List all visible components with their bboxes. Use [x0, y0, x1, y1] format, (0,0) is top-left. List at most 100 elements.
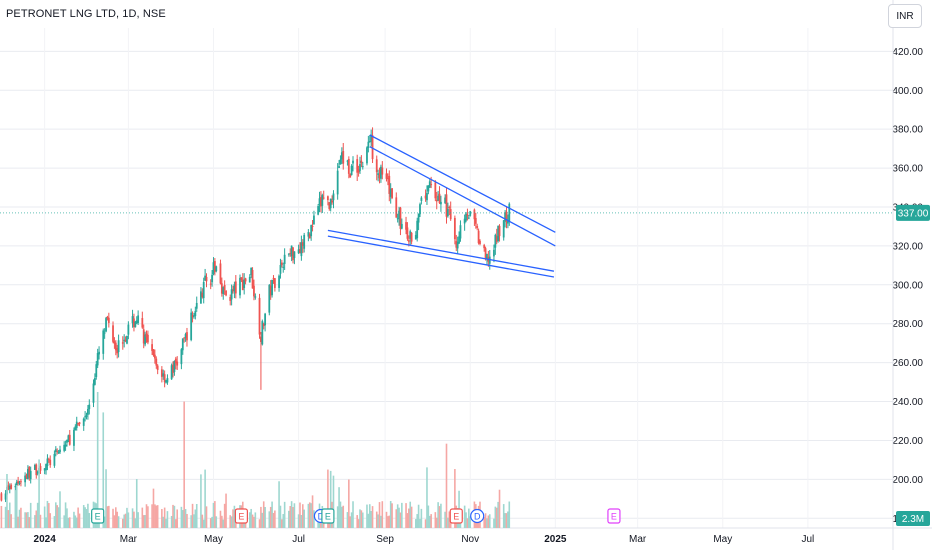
candle-body [359, 164, 361, 171]
volume-bar [495, 507, 498, 528]
volume-bar [209, 518, 212, 528]
candle-body [389, 188, 392, 197]
candle-body [131, 316, 134, 324]
earnings-marker[interactable]: E [607, 508, 621, 524]
candle-body [244, 278, 247, 282]
candle-body [445, 194, 448, 217]
volume-bar [85, 509, 88, 528]
candle-body [428, 181, 431, 188]
candle-body [17, 481, 20, 484]
candle-body [381, 167, 384, 175]
trendline [327, 235, 555, 278]
volume-bar [410, 506, 413, 528]
candle-body [220, 283, 223, 294]
volume-bar [173, 505, 176, 528]
candle-body [368, 141, 371, 143]
earnings-marker-box [449, 508, 463, 524]
earnings-marker[interactable]: E [321, 508, 335, 524]
candle-body [134, 321, 137, 328]
volume-bar [84, 507, 86, 528]
candle-body [173, 360, 176, 373]
volume-bar [342, 505, 345, 528]
candle-body [170, 365, 173, 380]
candle-body [406, 227, 409, 239]
candle-body [7, 485, 10, 490]
y-tick-label: 220.00 [892, 436, 923, 447]
volume-bar [38, 459, 40, 528]
candle-body [366, 147, 368, 164]
candle-body [463, 218, 466, 224]
volume-bar [454, 469, 456, 528]
candle-body [371, 135, 374, 160]
candle-body [212, 262, 215, 275]
candle-body [272, 277, 275, 279]
volume-bar [434, 512, 437, 528]
volume-bar [221, 515, 223, 528]
volume-bar [180, 506, 183, 528]
candle-body [96, 353, 99, 366]
candle-body [311, 225, 314, 227]
candle-body [414, 234, 417, 240]
candle-body [8, 486, 11, 490]
volume-bar [201, 514, 204, 528]
candle-body [243, 279, 246, 288]
candle-body [121, 342, 124, 344]
candle-body [163, 374, 166, 383]
x-tick-label: Sep [376, 534, 394, 545]
x-tick-label: Nov [461, 534, 479, 545]
candle-body [112, 325, 114, 342]
volume-bar [401, 502, 403, 528]
earnings-marker[interactable]: E [449, 508, 463, 524]
earnings-marker[interactable]: E [234, 508, 248, 524]
volume-bar [162, 516, 165, 528]
candle-body [64, 444, 67, 447]
volume-bar [214, 501, 216, 528]
dividend-marker[interactable]: D [470, 508, 485, 524]
candle-body [124, 339, 127, 342]
volume-bar [172, 504, 174, 528]
volume-bar [223, 503, 226, 528]
candle-body [201, 292, 204, 297]
candle-body [317, 206, 320, 215]
candle-body [322, 197, 325, 199]
candle-body [117, 340, 120, 353]
volume-bar [308, 502, 311, 528]
candle-body [225, 290, 227, 296]
volume-bar [346, 512, 349, 528]
candle-body [102, 330, 105, 354]
candle-body [49, 459, 52, 466]
candle-body [262, 323, 265, 327]
candle-body [166, 378, 169, 383]
candle-body [400, 223, 403, 229]
earnings-marker[interactable]: E [91, 508, 105, 524]
volume-bar [430, 514, 432, 528]
event-marker-label: E [95, 512, 101, 522]
volume-bar [271, 501, 273, 528]
volume-bar [395, 509, 398, 528]
candle-body [453, 217, 456, 240]
event-marker-label: E [453, 512, 459, 522]
volume-bar [428, 515, 431, 528]
candle-body [200, 291, 202, 304]
candle-body [35, 464, 38, 476]
volume-bar [191, 503, 194, 528]
volume-bar [348, 479, 350, 528]
candle-body [95, 364, 98, 378]
candle-body [239, 277, 241, 296]
chart-title: PETRONET LNG LTD, 1D, NSE [6, 8, 166, 20]
y-tick-label: 240.00 [892, 397, 923, 408]
candle-body [497, 226, 500, 242]
candle-body [162, 373, 165, 377]
volume-bar [261, 512, 264, 528]
candle-body [455, 241, 458, 248]
volume-bar [181, 510, 184, 528]
volume-bar [219, 510, 222, 528]
x-tick-label: Jul [292, 534, 305, 545]
volume-bar [74, 515, 77, 528]
candle-body [377, 173, 380, 175]
candle-body [135, 320, 138, 324]
candle-body [186, 332, 188, 341]
currency-button[interactable]: INR [888, 4, 922, 28]
